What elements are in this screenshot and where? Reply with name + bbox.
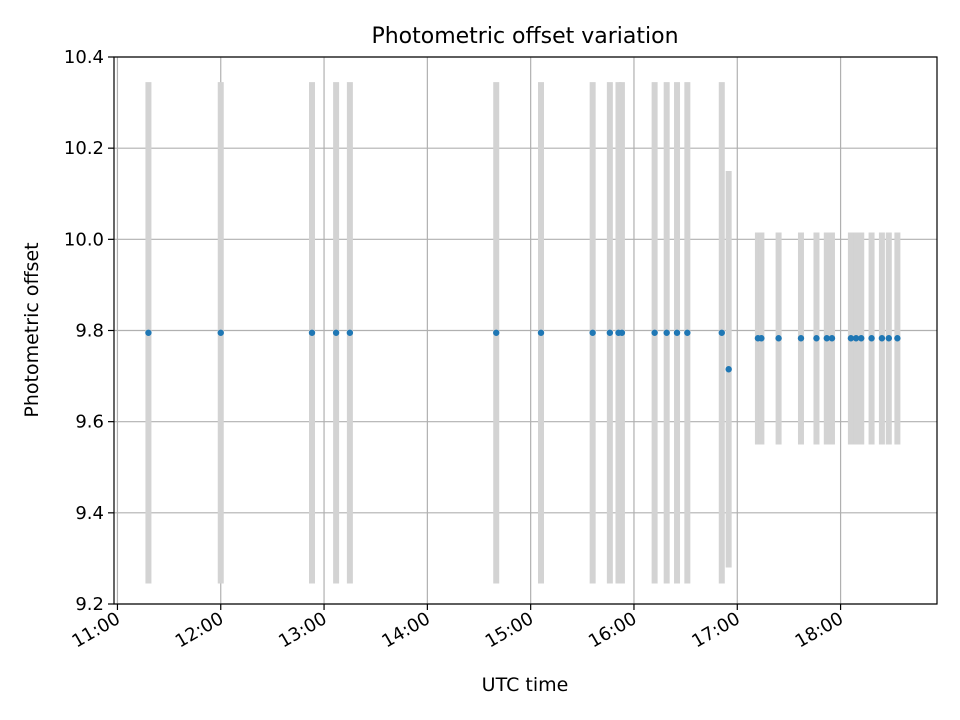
data-point [618, 329, 626, 336]
data-point [758, 335, 765, 342]
y-tick-label: 10.2 [64, 138, 104, 159]
y-tick-label: 10.4 [64, 47, 104, 68]
data-point [493, 329, 500, 336]
data-point [308, 329, 316, 336]
data-point [537, 329, 545, 336]
data-point [858, 335, 865, 342]
data-point [878, 335, 886, 342]
data-point [346, 329, 354, 336]
data-point [332, 329, 340, 336]
data-point [663, 329, 670, 336]
data-point [894, 335, 901, 342]
y-axis-label: Photometric offset [21, 242, 43, 417]
data-point [589, 329, 596, 336]
data-point [828, 335, 836, 342]
data-points [145, 329, 901, 373]
data-point [673, 329, 681, 336]
data-point [847, 335, 855, 342]
y-tick-label: 9.4 [75, 503, 104, 524]
data-point [823, 335, 831, 342]
data-point [606, 329, 614, 336]
data-point [868, 335, 875, 342]
data-point [813, 335, 820, 342]
data-point [852, 335, 860, 342]
chart-title: Photometric offset variation [371, 24, 678, 49]
data-point [797, 335, 805, 342]
data-point [718, 329, 725, 336]
y-tick-label: 10.0 [64, 229, 104, 250]
y-axis-ticks: 9.2 9.4 9.6 9.8 10.0 10.2 10.4 [64, 47, 114, 615]
data-point [775, 335, 782, 342]
data-point [145, 329, 152, 336]
y-tick-label: 9.8 [75, 321, 104, 342]
x-axis-label: UTC time [482, 674, 569, 696]
data-point [651, 329, 658, 336]
y-tick-label: 9.6 [75, 412, 104, 433]
data-point [684, 329, 691, 336]
data-point [885, 335, 892, 342]
y-tick-label: 9.2 [75, 594, 104, 615]
data-point [725, 366, 732, 373]
data-point [217, 329, 224, 336]
